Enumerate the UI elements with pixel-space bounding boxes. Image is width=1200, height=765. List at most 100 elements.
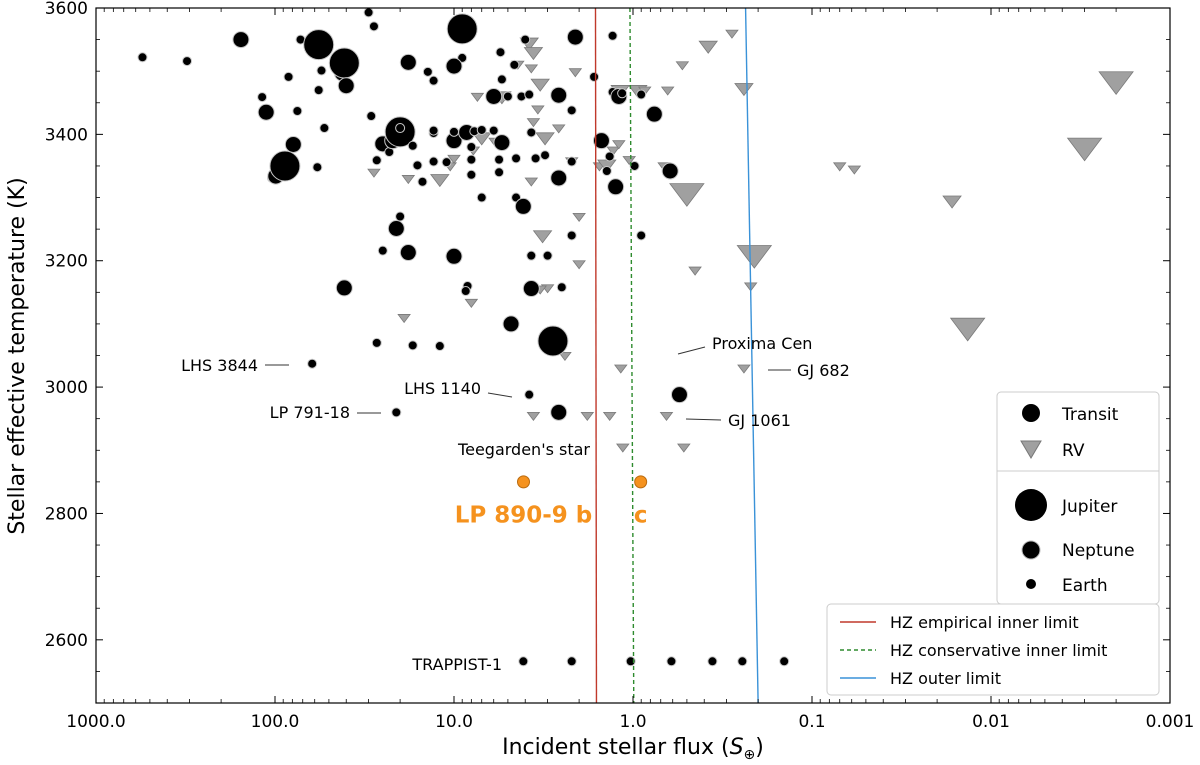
- x-tick-label: 0.01: [972, 712, 1010, 732]
- rv-point: [532, 230, 553, 244]
- rv-point: [616, 443, 630, 453]
- transit-point: [363, 8, 374, 18]
- rv-point: [1098, 71, 1134, 96]
- transit-point: [509, 59, 520, 70]
- transit-point: [377, 245, 388, 256]
- transit-point: [485, 87, 503, 105]
- rv-point: [531, 105, 545, 115]
- annotation-label: Proxima Cen: [712, 334, 812, 353]
- transit-point: [542, 250, 553, 261]
- ticks-layer: 1000.0 100.0 10.0 1.0 0.1 0.01 0.001 2600 2800 30…: [45, 0, 1195, 732]
- legend-neptune-label: Neptune: [1062, 541, 1135, 561]
- rv-point: [949, 317, 986, 342]
- transit-point: [307, 358, 318, 369]
- transit-point: [495, 47, 506, 58]
- transit-point: [407, 340, 418, 351]
- legend-outer-label: HZ outer limit: [890, 669, 1001, 688]
- annotation-label: LHS 1140: [404, 379, 481, 398]
- y-tick-label: 2600: [45, 631, 88, 651]
- transit-point: [449, 126, 459, 137]
- transit-point: [526, 250, 537, 261]
- transit-point: [417, 176, 428, 187]
- transit-point: [434, 341, 445, 352]
- transit-point: [566, 28, 584, 46]
- rv-point: [675, 61, 690, 71]
- target-planet-point: [517, 475, 531, 489]
- transit-point: [589, 71, 600, 82]
- rv-point: [568, 68, 583, 78]
- transit-point: [645, 105, 663, 123]
- hz-line-legend: HZ empirical inner limit HZ conservative…: [826, 603, 1160, 696]
- transit-point: [366, 111, 377, 122]
- annotation-leader: [685, 418, 722, 421]
- annotation-label: Teegarden's star: [457, 440, 590, 459]
- x-tick-label: 10.0: [435, 712, 473, 732]
- transit-point: [371, 337, 382, 348]
- transit-point: [466, 142, 477, 152]
- transit-point: [460, 286, 471, 297]
- transit-point: [422, 66, 433, 77]
- transit-point: [399, 244, 417, 262]
- rv-point: [401, 175, 416, 185]
- transit-point: [550, 86, 568, 104]
- transit-point: [368, 21, 379, 32]
- legend-transit-marker: [1022, 404, 1040, 422]
- rv-point: [470, 92, 485, 102]
- transit-point: [328, 47, 360, 79]
- rv-point: [430, 174, 450, 188]
- transit-point: [476, 124, 487, 135]
- y-tick-label: 3600: [45, 0, 88, 19]
- rv-point: [523, 47, 544, 61]
- rv-point: [698, 40, 719, 54]
- transit-point: [313, 85, 324, 96]
- transit-point: [269, 150, 301, 182]
- transit-point: [399, 53, 417, 71]
- transit-point: [312, 162, 323, 173]
- legend-earth-label: Earth: [1062, 576, 1108, 596]
- transit-point: [137, 52, 148, 63]
- trappist-planet: [737, 656, 748, 667]
- transit-point: [488, 125, 499, 136]
- legend-transit-label: Transit: [1061, 405, 1119, 425]
- transit-point: [520, 34, 531, 45]
- legend-empirical-label: HZ empirical inner limit: [890, 613, 1079, 632]
- transit-point: [257, 92, 268, 103]
- transit-point: [494, 154, 505, 165]
- transit-point: [395, 123, 406, 134]
- y-tick-label: 3200: [45, 252, 88, 272]
- rv-point: [572, 260, 586, 270]
- rv-point: [367, 168, 381, 178]
- rv-point: [942, 195, 962, 209]
- transit-point: [604, 151, 615, 162]
- transit-point: [670, 386, 688, 404]
- target-planet-point: [634, 475, 648, 489]
- rv-point: [558, 351, 572, 362]
- rv-point: [526, 411, 541, 422]
- annotation-label: GJ 682: [797, 361, 850, 380]
- annotation-leader: [677, 346, 706, 355]
- trappist-planet: [779, 656, 790, 667]
- rv-point: [659, 411, 674, 422]
- transit-point: [566, 230, 577, 241]
- legend-conservative-label: HZ conservative inner limit: [890, 641, 1107, 660]
- transit-point: [566, 156, 577, 167]
- hz-line: [629, 8, 635, 703]
- trappist-planet: [666, 656, 677, 667]
- transit-point: [303, 29, 335, 61]
- legend-jupiter-marker: [1015, 489, 1047, 521]
- x-tick-label: 100.0: [251, 712, 300, 732]
- transit-point: [540, 150, 551, 161]
- transit-point: [407, 140, 418, 151]
- transit-point: [391, 407, 402, 418]
- transit-point: [337, 77, 355, 95]
- rv-point: [660, 86, 675, 96]
- legend-rv-label: RV: [1062, 441, 1085, 461]
- transit-point: [636, 89, 647, 100]
- rv-point: [688, 266, 702, 276]
- transit-point: [335, 279, 353, 297]
- transit-point: [566, 105, 577, 116]
- y-tick-label: 3000: [45, 378, 88, 398]
- legend-earth-marker: [1026, 579, 1036, 589]
- transit-point: [550, 403, 568, 421]
- rv-point: [832, 162, 847, 172]
